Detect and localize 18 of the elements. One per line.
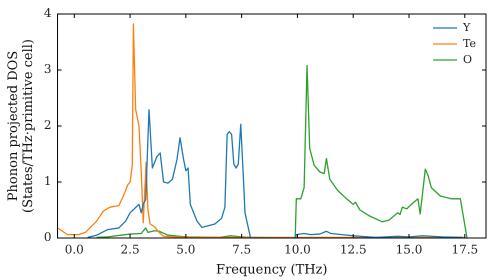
legend-label: Te <box>463 36 476 50</box>
y-tick-label: 2 <box>44 118 52 132</box>
x-tick-label: 17.5 <box>451 242 478 256</box>
y-axis-title: Phonon projected DOS (States/THz·primitive cell) <box>6 38 36 214</box>
x-axis-title: Frequency (THz) <box>216 262 328 278</box>
x-tick-label: 7.5 <box>232 242 252 256</box>
y-tick-label: 3 <box>44 62 52 76</box>
x-tick-label: 5.0 <box>176 242 196 256</box>
x-tick-label: 2.5 <box>120 242 140 256</box>
x-tick-label: 12.5 <box>340 242 367 256</box>
y-tick-label: 1 <box>44 174 52 188</box>
x-tick-label: 10.0 <box>284 242 311 256</box>
x-tick-label: 0.0 <box>64 242 84 256</box>
legend-label: O <box>463 52 472 66</box>
legend-label: Y <box>462 20 472 34</box>
y-tick-label: 4 <box>44 6 52 20</box>
y-tick-label: 0 <box>44 230 52 244</box>
x-tick-label: 15.0 <box>396 242 422 256</box>
